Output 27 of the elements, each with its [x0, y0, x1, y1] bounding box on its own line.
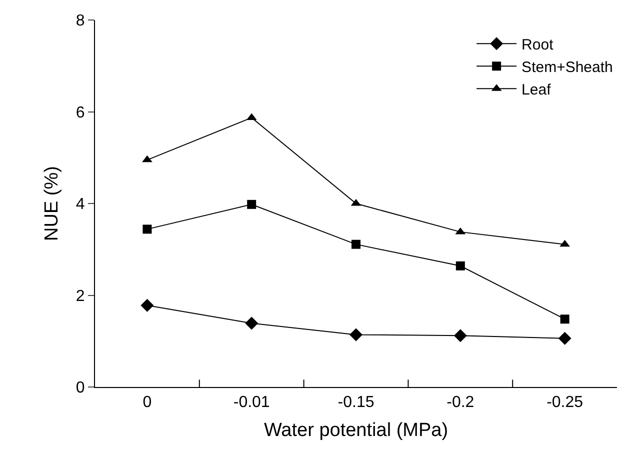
point — [142, 155, 152, 162]
x-tick-label: 0 — [142, 394, 152, 412]
x-tick-label: -0.25 — [546, 394, 584, 412]
point — [456, 261, 465, 270]
y-tick-label: 2 — [76, 288, 85, 305]
point — [352, 240, 360, 249]
point — [350, 328, 362, 342]
legend-label: Leaf — [522, 81, 552, 98]
y-tick-label: 8 — [76, 12, 85, 30]
y-tick-label: 4 — [76, 196, 85, 214]
point — [140, 298, 154, 312]
legend-label: Stem+Sheath — [522, 58, 613, 76]
x-axis-title: Water potential (MPa) — [264, 420, 448, 441]
y-tick-label: 0 — [76, 380, 85, 397]
legend-label: Root — [522, 36, 554, 54]
point — [142, 224, 152, 234]
x-tick-label: -0.01 — [233, 394, 270, 412]
x-tick-label: -0.15 — [338, 394, 374, 412]
point — [245, 316, 258, 330]
y-tick-label: 6 — [76, 104, 85, 122]
point — [247, 200, 256, 209]
point — [560, 240, 570, 247]
x-tick-label: -0.2 — [446, 394, 474, 412]
point — [558, 332, 572, 345]
y-axis-title: NUE (%) — [42, 166, 63, 241]
point — [454, 329, 467, 342]
point — [560, 314, 570, 324]
